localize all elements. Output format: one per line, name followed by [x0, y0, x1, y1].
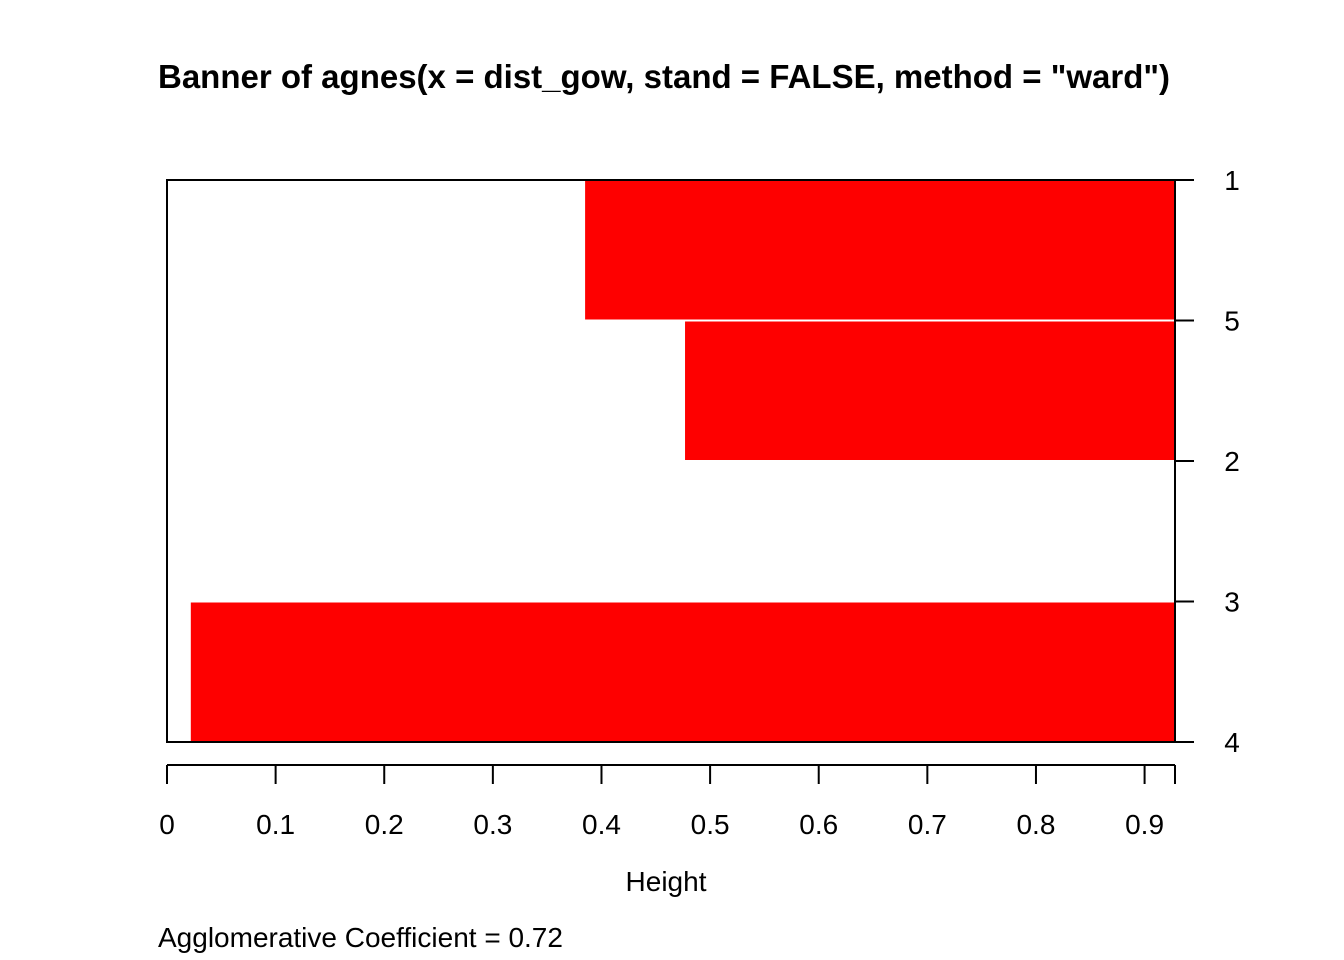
observation-label: 3 [1224, 587, 1240, 618]
agglomerative-coefficient: Agglomerative Coefficient = 0.72 [158, 922, 563, 953]
x-tick-label: 0.1 [256, 809, 295, 840]
bars-group [188, 179, 1176, 743]
x-tick-label: 0.6 [799, 809, 838, 840]
observation-label: 2 [1224, 446, 1240, 477]
banner-bar-1-5 [583, 179, 1176, 322]
banner-bar-3-4 [188, 600, 1176, 743]
observation-label: 5 [1224, 306, 1240, 337]
observation-label: 1 [1224, 165, 1240, 196]
right-axis: 1 5 2 3 4 [1175, 165, 1240, 758]
observation-label: 4 [1224, 727, 1240, 758]
x-tick-label: 0.7 [908, 809, 947, 840]
chart-title: Banner of agnes(x = dist_gow, stand = FA… [158, 58, 1170, 95]
x-tick-label: 0.5 [691, 809, 730, 840]
x-tick-label: 0.4 [582, 809, 621, 840]
banner-bar-5-2 [683, 319, 1176, 462]
x-tick-label: 0.2 [365, 809, 404, 840]
x-tick-label: 0 [159, 809, 175, 840]
bottom-axis: 0 0.1 0.2 0.3 0.4 0.5 0.6 0.7 0.8 0.9 [159, 764, 1176, 840]
x-axis-label: Height [626, 866, 707, 897]
x-tick-label: 0.8 [1016, 809, 1055, 840]
x-tick-label: 0.9 [1125, 809, 1164, 840]
x-tick-label: 0.3 [473, 809, 512, 840]
